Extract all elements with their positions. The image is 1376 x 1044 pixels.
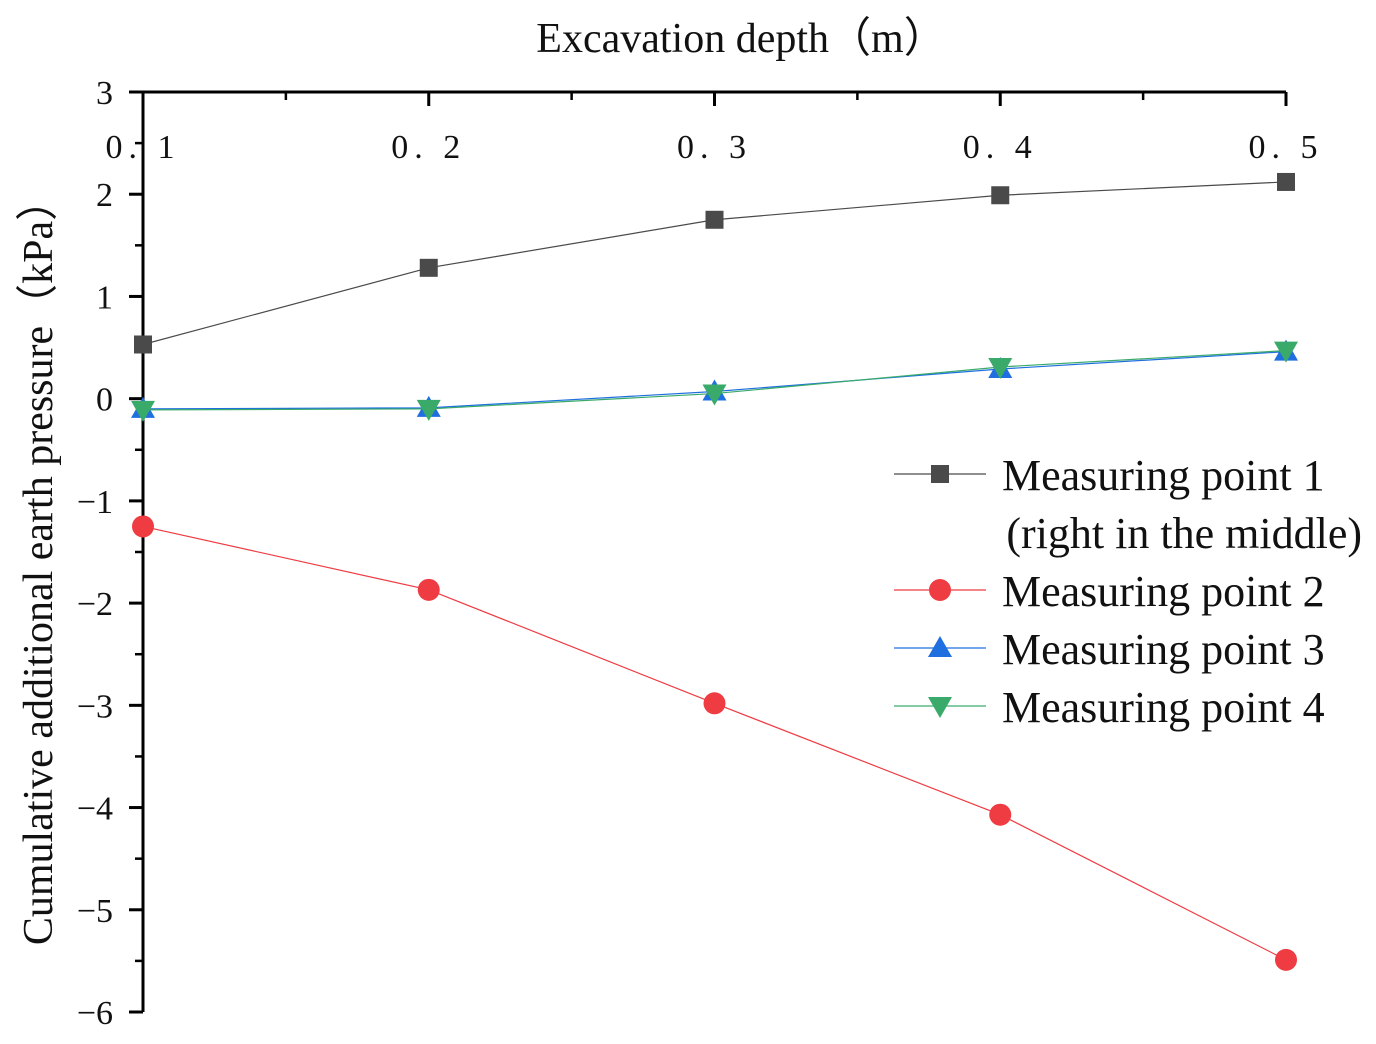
legend-item-1: Measuring point 1 (right in the middle) <box>894 451 1362 558</box>
y-tick-label: −6 <box>77 995 113 1032</box>
y-tick-label: 3 <box>96 75 113 112</box>
data-point <box>1275 948 1297 971</box>
data-point <box>989 803 1012 826</box>
y-tick-label: −5 <box>77 893 113 930</box>
y-tick-label: −2 <box>77 586 113 623</box>
y-tick-label: −1 <box>77 484 113 521</box>
legend-label: Measuring point 4 <box>1002 683 1325 732</box>
legend-label: Measuring point 3 <box>1002 625 1325 674</box>
series-line <box>142 181 1287 346</box>
data-point <box>417 578 440 601</box>
y-tick-label: 2 <box>96 177 113 214</box>
x-tick-label: 0. 5 <box>1249 129 1324 166</box>
data-point <box>705 210 724 229</box>
x-axis-title: Excavation depth（m） <box>536 16 945 62</box>
data-point <box>419 258 438 277</box>
y-tick-label: 1 <box>96 279 113 316</box>
legend-label: (right in the middle) <box>1006 509 1362 558</box>
x-tick-label: 0. 1 <box>106 129 181 166</box>
series-1 <box>134 172 1295 354</box>
legend-marker <box>931 465 949 483</box>
data-point <box>988 357 1013 379</box>
legend-label: Measuring point 1 <box>1002 451 1325 500</box>
series-2 <box>132 515 1297 971</box>
legend-marker <box>929 579 951 601</box>
x-tick-label: 0. 3 <box>677 129 752 166</box>
legend: Measuring point 1(right in the middle)Me… <box>894 451 1362 732</box>
legend-marker <box>928 697 952 718</box>
data-point <box>416 399 441 421</box>
y-tick-label: −4 <box>77 791 113 828</box>
series-layer <box>131 172 1298 971</box>
y-tick-label: −3 <box>77 688 113 725</box>
data-point <box>1277 172 1295 191</box>
data-point <box>134 335 152 354</box>
data-point <box>702 384 727 406</box>
legend-item-3: Measuring point 3 <box>894 625 1325 674</box>
legend-item-2: Measuring point 2 <box>894 567 1325 616</box>
x-tick-label: 0. 2 <box>391 129 466 166</box>
x-tick-label: 0. 4 <box>963 129 1038 166</box>
legend-label: Measuring point 2 <box>1002 567 1325 616</box>
series-4 <box>131 341 1298 422</box>
data-point <box>991 186 1010 205</box>
y-axis-title: Cumulative additional earth pressure（kPa… <box>16 179 62 945</box>
y-tick-label: 0 <box>96 382 113 419</box>
legend-item-4: Measuring point 4 <box>894 683 1325 732</box>
axes: 3 2 1 0 −1 −2 −3 −4 −5 −6 0. 1 0. 2 0. 3 0. 4 0. 5 <box>77 75 1324 1032</box>
data-point <box>132 515 154 538</box>
data-point <box>131 400 155 422</box>
legend-marker <box>928 636 952 657</box>
series-3 <box>131 339 1298 418</box>
data-point <box>1274 341 1298 363</box>
data-point <box>703 692 726 715</box>
